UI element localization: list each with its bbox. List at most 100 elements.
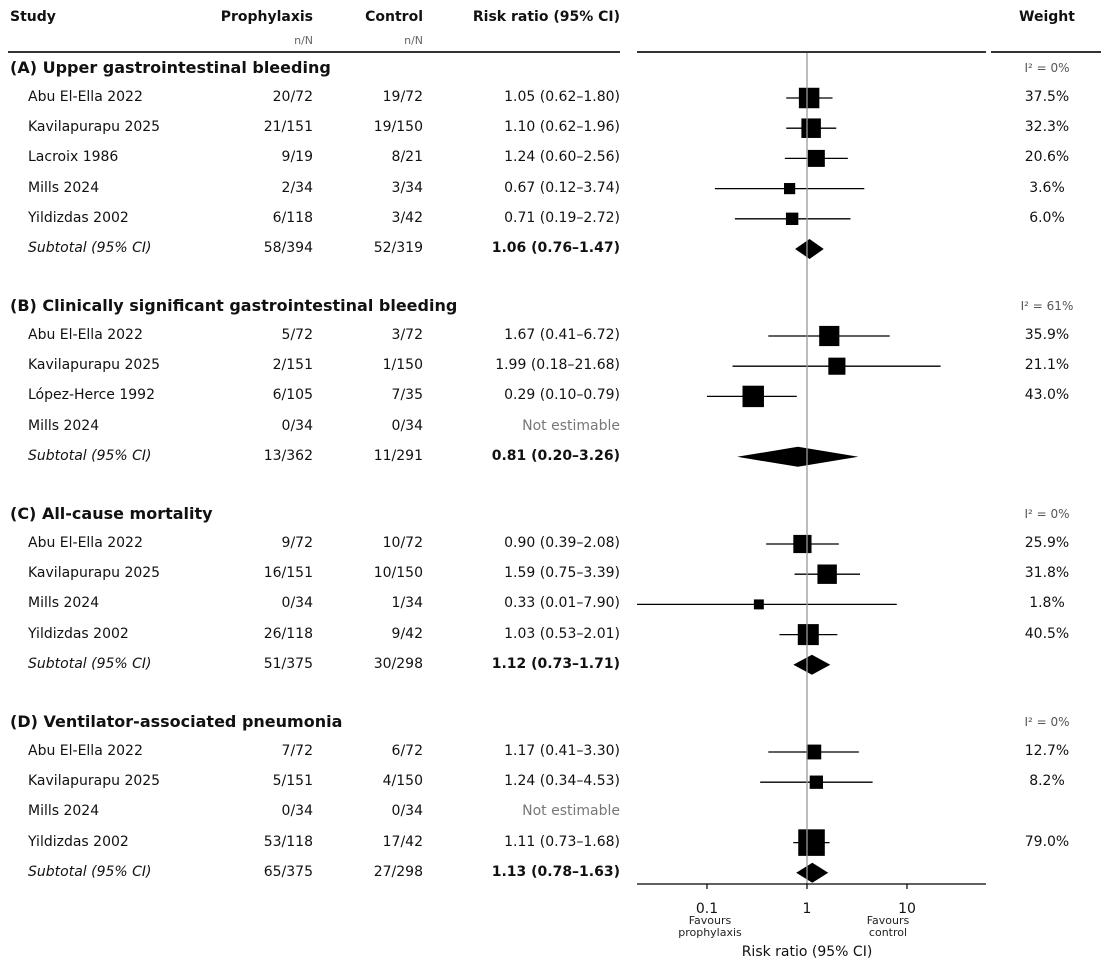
risk-ratio-ci: 1.10 (0.62–1.96): [504, 119, 620, 136]
study-marker: [817, 564, 837, 584]
study-name: Yildizdas 2002: [28, 209, 129, 226]
prophylaxis-events: 21/151: [263, 119, 313, 136]
control-events: 0/34: [391, 803, 423, 820]
risk-ratio-ci: 1.99 (0.18–21.68): [495, 357, 620, 374]
study-name: Kavilapurapu 2025: [28, 357, 161, 374]
risk-ratio-ci: Not estimable: [522, 417, 620, 434]
study-marker: [828, 357, 846, 375]
subtotal-control: 30/298: [373, 655, 423, 672]
subtotal-risk-ratio: 1.13 (0.78–1.63): [491, 863, 620, 880]
study-weight: 8.2%: [1029, 773, 1065, 790]
header-control: Control: [365, 9, 423, 25]
risk-ratio-ci: 1.59 (0.75–3.39): [504, 565, 620, 582]
study-weight: 37.5%: [1024, 89, 1070, 105]
control-events: 3/34: [391, 179, 423, 196]
study-weight: 40.5%: [1024, 625, 1070, 642]
subtotal-diamond: [737, 446, 859, 467]
study-marker: [793, 534, 812, 554]
subtotal-label: Subtotal (95% CI): [28, 655, 152, 672]
subtotal-risk-ratio: 1.06 (0.76–1.47): [491, 240, 620, 256]
prophylaxis-events: 20/72: [272, 89, 313, 105]
study-name: Mills 2024: [28, 803, 100, 820]
prophylaxis-events: 9/72: [281, 535, 313, 551]
risk-ratio-ci: 0.71 (0.19–2.72): [504, 209, 620, 226]
risk-ratio-ci: 0.90 (0.39–2.08): [504, 535, 620, 551]
section-title: (B) Clinically significant gastrointesti…: [10, 296, 458, 315]
subheader-prophylaxis-nN: n/N: [294, 34, 313, 47]
study-marker: [807, 149, 825, 167]
control-events: 6/72: [391, 743, 423, 759]
study-marker: [784, 183, 796, 195]
study-weight: 31.8%: [1024, 565, 1070, 582]
control-events: 19/72: [382, 89, 423, 105]
study-name: Mills 2024: [28, 179, 100, 196]
subtotal-diamond: [796, 862, 829, 883]
control-events: 1/150: [382, 357, 423, 374]
risk-ratio-ci: 1.67 (0.41–6.72): [504, 327, 620, 343]
study-marker: [798, 829, 825, 856]
subtotal-prophylaxis: 13/362: [263, 447, 313, 464]
header-prophylaxis: Prophylaxis: [220, 9, 313, 25]
study-weight: 3.6%: [1029, 179, 1065, 196]
study-name: Kavilapurapu 2025: [28, 565, 161, 582]
study-marker: [742, 385, 764, 408]
favours-prophylaxis-label: Favours prophylaxis: [678, 914, 742, 939]
study-weight: 1.8%: [1029, 595, 1065, 612]
study-name: Abu El-Ella 2022: [28, 327, 143, 343]
study-marker: [797, 624, 819, 646]
study-marker: [785, 212, 799, 225]
subtotal-control: 52/319: [373, 240, 423, 256]
study-name: Kavilapurapu 2025: [28, 119, 161, 136]
subtotal-label: Subtotal (95% CI): [28, 863, 152, 880]
study-name: Kavilapurapu 2025: [28, 773, 161, 790]
study-marker: [809, 775, 823, 789]
subtotal-label: Subtotal (95% CI): [28, 447, 152, 464]
risk-ratio-ci: 1.05 (0.62–1.80): [504, 89, 620, 105]
prophylaxis-events: 5/151: [272, 773, 313, 790]
control-events: 19/150: [373, 119, 423, 136]
risk-ratio-ci: 1.24 (0.34–4.53): [504, 773, 620, 790]
control-events: 8/21: [391, 149, 423, 166]
control-events: 10/72: [382, 535, 423, 551]
prophylaxis-events: 6/118: [272, 209, 313, 226]
subtotal-prophylaxis: 65/375: [263, 863, 313, 880]
control-events: 9/42: [391, 625, 423, 642]
prophylaxis-events: 26/118: [263, 625, 313, 642]
study-weight: 6.0%: [1029, 209, 1065, 226]
study-weight: 20.6%: [1024, 149, 1070, 166]
study-name: Abu El-Ella 2022: [28, 743, 143, 759]
study-marker: [819, 325, 840, 347]
study-marker: [806, 744, 822, 760]
prophylaxis-events: 0/34: [281, 417, 313, 434]
subtotal-prophylaxis: 58/394: [263, 240, 313, 256]
prophylaxis-events: 0/34: [281, 803, 313, 820]
study-name: Abu El-Ella 2022: [28, 89, 143, 105]
subtotal-diamond: [795, 239, 824, 259]
subtotal-diamond: [793, 654, 831, 675]
study-name: Yildizdas 2002: [28, 833, 129, 850]
x-tick-label: 1: [803, 901, 812, 917]
header-rule-plot: [637, 51, 986, 53]
header-weight: Weight: [1019, 9, 1075, 25]
heterogeneity-label: I² = 0%: [1024, 61, 1070, 75]
prophylaxis-events: 9/19: [281, 149, 313, 166]
section-title: (C) All-cause mortality: [10, 504, 213, 523]
risk-ratio-ci: 1.17 (0.41–3.30): [504, 743, 620, 759]
study-marker: [801, 118, 821, 138]
risk-ratio-ci: 1.03 (0.53–2.01): [504, 625, 620, 642]
subtotal-control: 27/298: [373, 863, 423, 880]
heterogeneity-label: I² = 0%: [1024, 507, 1070, 521]
header-study: Study: [10, 9, 56, 25]
study-weight: 25.9%: [1024, 535, 1070, 551]
risk-ratio-ci: 0.67 (0.12–3.74): [504, 179, 620, 196]
control-events: 10/150: [373, 565, 423, 582]
control-events: 7/35: [391, 387, 423, 404]
risk-ratio-ci: 1.24 (0.60–2.56): [504, 149, 620, 166]
study-marker: [798, 87, 820, 109]
prophylaxis-events: 2/34: [281, 179, 313, 196]
x-tick-label: 0.1: [696, 901, 718, 917]
control-events: 4/150: [382, 773, 423, 790]
study-name: Mills 2024: [28, 417, 100, 434]
prophylaxis-events: 53/118: [263, 833, 313, 850]
risk-ratio-ci: 0.33 (0.01–7.90): [504, 595, 620, 612]
